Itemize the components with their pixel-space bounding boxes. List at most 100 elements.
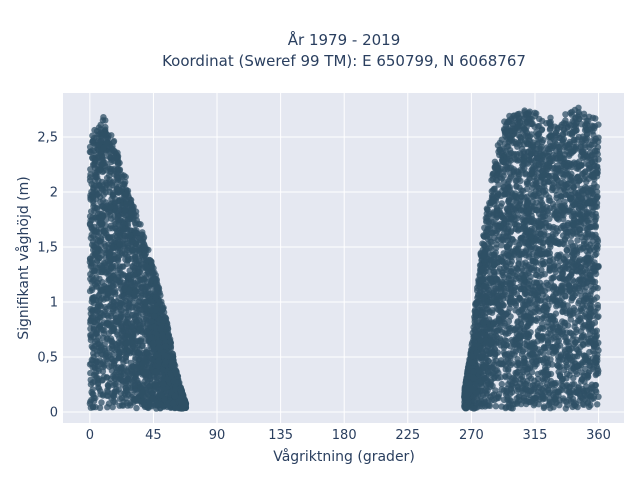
data-point: [89, 259, 96, 267]
data-point: [96, 152, 103, 159]
data-point: [136, 235, 143, 242]
data-point: [90, 333, 97, 341]
data-point: [97, 287, 104, 294]
data-point: [121, 285, 128, 293]
data-point: [94, 348, 101, 355]
data-point: [107, 335, 115, 342]
data-point: [102, 304, 109, 311]
data-point: [155, 357, 162, 365]
data-point: [102, 230, 109, 237]
data-point: [90, 300, 98, 307]
data-point: [143, 263, 150, 271]
data-point: [110, 327, 117, 334]
data-point: [164, 323, 171, 330]
data-point: [492, 403, 500, 410]
data-point: [94, 216, 101, 223]
data-point: [148, 400, 155, 407]
data-point: [581, 365, 589, 372]
data-point: [152, 351, 159, 359]
data-point: [130, 210, 138, 218]
data-point: [170, 362, 177, 369]
data-point: [570, 374, 577, 382]
data-point: [143, 348, 150, 356]
data-point: [141, 244, 148, 251]
data-point: [170, 377, 178, 385]
data-point: [106, 176, 113, 183]
data-point: [88, 396, 95, 404]
data-point: [138, 389, 145, 397]
data-point: [89, 386, 96, 393]
data-point: [139, 311, 146, 318]
data-point: [103, 295, 110, 302]
data-point: [131, 381, 138, 389]
data-point: [100, 334, 107, 341]
data-point: [141, 287, 148, 294]
data-point: [86, 174, 94, 181]
data-point: [155, 344, 162, 351]
data-point: [151, 288, 159, 295]
data-point: [552, 230, 559, 237]
data-point: [152, 368, 160, 375]
data-point: [116, 159, 123, 167]
data-point: [92, 173, 100, 181]
data-point: [135, 257, 143, 265]
data-point: [87, 217, 94, 224]
data-point: [152, 294, 159, 301]
data-point: [86, 287, 94, 295]
data-point: [594, 284, 601, 292]
data-point: [560, 215, 567, 223]
data-point: [124, 302, 131, 309]
data-point: [125, 328, 132, 335]
data-point: [115, 354, 122, 362]
data-point: [90, 294, 97, 301]
data-point: [126, 232, 134, 239]
data-point: [140, 275, 148, 283]
data-point: [178, 389, 186, 396]
data-point: [577, 378, 585, 385]
data-point: [96, 167, 104, 174]
data-point: [100, 114, 107, 121]
data-point: [101, 345, 108, 352]
data-point: [145, 313, 152, 320]
data-point: [136, 325, 144, 333]
data-point: [158, 301, 166, 309]
data-point: [119, 224, 126, 231]
data-point: [92, 247, 99, 254]
data-point: [112, 276, 120, 283]
data-point: [158, 372, 166, 379]
data-point: [122, 173, 129, 181]
data-point: [94, 191, 101, 198]
data-point: [133, 363, 141, 370]
data-point: [95, 385, 103, 392]
data-point: [562, 259, 569, 266]
data-point: [97, 121, 104, 128]
data-point: [137, 398, 144, 405]
data-point: [111, 392, 118, 400]
data-point: [88, 241, 96, 249]
data-point: [87, 166, 94, 173]
data-point: [89, 138, 96, 145]
data-point: [92, 182, 100, 190]
data-point: [121, 181, 128, 189]
chart-title-line-2: Koordinat (Sweref 99 TM): E 650799, N 60…: [162, 52, 526, 70]
data-point: [108, 195, 115, 203]
data-point: [119, 271, 127, 278]
data-points: [86, 104, 602, 412]
data-point: [128, 323, 136, 330]
data-point: [117, 196, 124, 203]
data-point: [527, 329, 534, 336]
data-point: [163, 352, 170, 360]
data-point: [118, 325, 125, 332]
data-point: [125, 217, 132, 224]
data-point: [94, 307, 102, 314]
data-point: [153, 279, 160, 286]
data-point: [117, 342, 124, 349]
data-point: [594, 401, 601, 408]
data-point: [98, 399, 105, 406]
data-point: [88, 343, 96, 350]
data-point: [142, 250, 149, 258]
data-point: [97, 138, 104, 145]
data-point: [116, 303, 123, 311]
data-point: [127, 399, 134, 407]
data-point: [103, 392, 110, 399]
